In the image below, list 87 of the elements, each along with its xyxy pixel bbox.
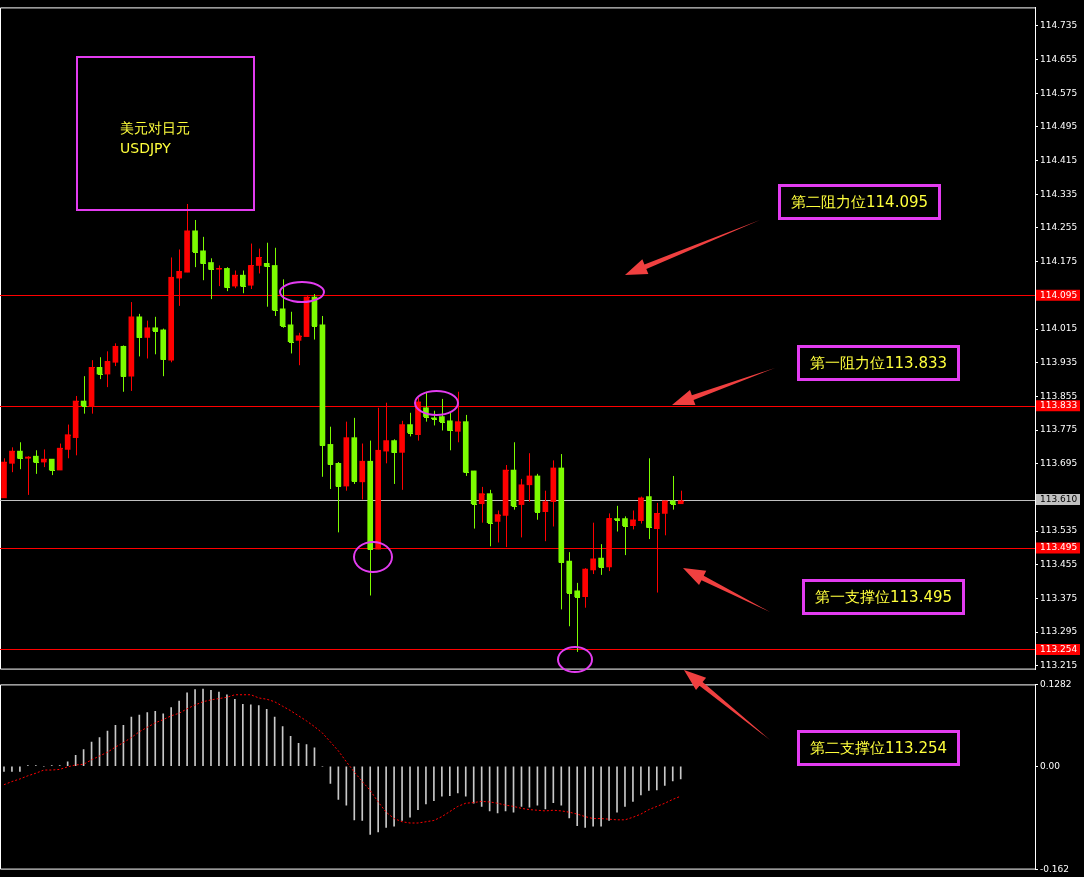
candlestick <box>407 412 413 437</box>
candlestick <box>112 342 119 367</box>
candlestick <box>279 278 286 329</box>
candlestick <box>454 391 461 443</box>
y-tick-label: 0.00 <box>1040 760 1061 771</box>
y-tick-label: 113.535 <box>1040 525 1078 536</box>
y-tick-label: 113.375 <box>1040 592 1078 603</box>
candlestick <box>160 328 167 377</box>
candlestick <box>295 332 302 366</box>
y-tick-label: 113.215 <box>1040 660 1078 671</box>
candlestick <box>646 457 652 540</box>
candlestick <box>1 457 7 499</box>
candlestick <box>128 301 135 392</box>
y-tick-label: 114.335 <box>1040 188 1078 199</box>
ref-line-label: 113.610 <box>1040 493 1078 504</box>
text: 美元对日元 <box>120 119 190 138</box>
candlestick <box>263 242 270 308</box>
candlestick <box>224 266 230 292</box>
candlestick <box>25 455 32 496</box>
y-tick-label: 114.735 <box>1040 20 1078 31</box>
candlestick <box>33 449 39 475</box>
candlestick <box>447 412 453 451</box>
candlestick <box>638 496 644 525</box>
candlestick <box>56 443 63 471</box>
candlestick <box>614 505 621 533</box>
candlestick <box>566 551 573 627</box>
candlestick <box>255 248 262 274</box>
ref-line-label: 113.495 <box>1040 542 1078 553</box>
candlestick <box>232 270 238 289</box>
candlestick <box>17 441 23 470</box>
candlestick <box>9 446 15 473</box>
y-tick-label: 0.1282 <box>1040 678 1072 689</box>
y-tick-label: 114.655 <box>1040 53 1078 64</box>
candlestick <box>391 438 397 485</box>
y-tick-label: -0.162 <box>1040 863 1070 874</box>
annotation: 第一阻力位113.833 <box>797 345 961 381</box>
y-tick-label: 114.175 <box>1040 256 1078 267</box>
candlestick <box>351 417 358 485</box>
y-tick-label: 113.695 <box>1040 458 1078 469</box>
candlestick <box>287 311 294 354</box>
candlestick <box>144 320 151 359</box>
y-tick-label: 113.775 <box>1040 424 1078 435</box>
y-tick-label: 113.455 <box>1040 559 1078 570</box>
candlestick <box>48 458 55 476</box>
text: USDJPY <box>120 139 172 158</box>
candlestick <box>343 421 350 492</box>
y-tick-label: 114.095 <box>1040 289 1078 300</box>
annotation: 第二阻力位114.095 <box>778 184 942 220</box>
candlestick <box>359 443 366 501</box>
candlestick <box>542 490 549 542</box>
candlestick <box>439 398 445 431</box>
candlestick <box>240 270 246 294</box>
y-tick-label: 113.295 <box>1040 626 1078 637</box>
candlestick <box>367 440 374 597</box>
y-tick-label: 114.495 <box>1040 121 1078 132</box>
candlestick <box>661 500 668 536</box>
candlestick <box>478 486 485 524</box>
candlestick <box>247 243 254 290</box>
ref-line-label: 113.833 <box>1040 399 1078 410</box>
candlestick <box>120 344 127 393</box>
candlestick <box>558 453 565 610</box>
candlestick <box>494 509 501 543</box>
y-tick-label: 114.415 <box>1040 154 1078 165</box>
candlestick <box>64 424 71 459</box>
y-tick-label: 113.855 <box>1040 390 1078 401</box>
annotation: 第二支撑位113.254 <box>797 730 961 766</box>
candlestick <box>184 203 190 273</box>
candlestick <box>192 219 198 268</box>
candlestick <box>669 475 676 511</box>
candlestick <box>136 313 143 357</box>
y-tick-label: 114.255 <box>1040 222 1078 233</box>
candlestick <box>622 515 628 556</box>
annotation: 第一支撑位113.495 <box>802 579 966 615</box>
candlestick <box>550 459 557 527</box>
candlestick <box>200 236 206 281</box>
candlestick <box>152 316 159 355</box>
ref-line-label: 113.254 <box>1040 643 1078 654</box>
y-tick-label: 113.935 <box>1040 357 1078 368</box>
candlestick <box>574 582 581 653</box>
line-series <box>3 694 682 824</box>
candlestick <box>518 478 525 538</box>
y-tick-label: 114.575 <box>1040 87 1078 98</box>
candlestick <box>582 567 588 609</box>
candlestick <box>598 543 604 576</box>
candlestick <box>399 420 405 491</box>
y-tick-label: 114.015 <box>1040 323 1078 334</box>
candlestick <box>208 257 214 300</box>
